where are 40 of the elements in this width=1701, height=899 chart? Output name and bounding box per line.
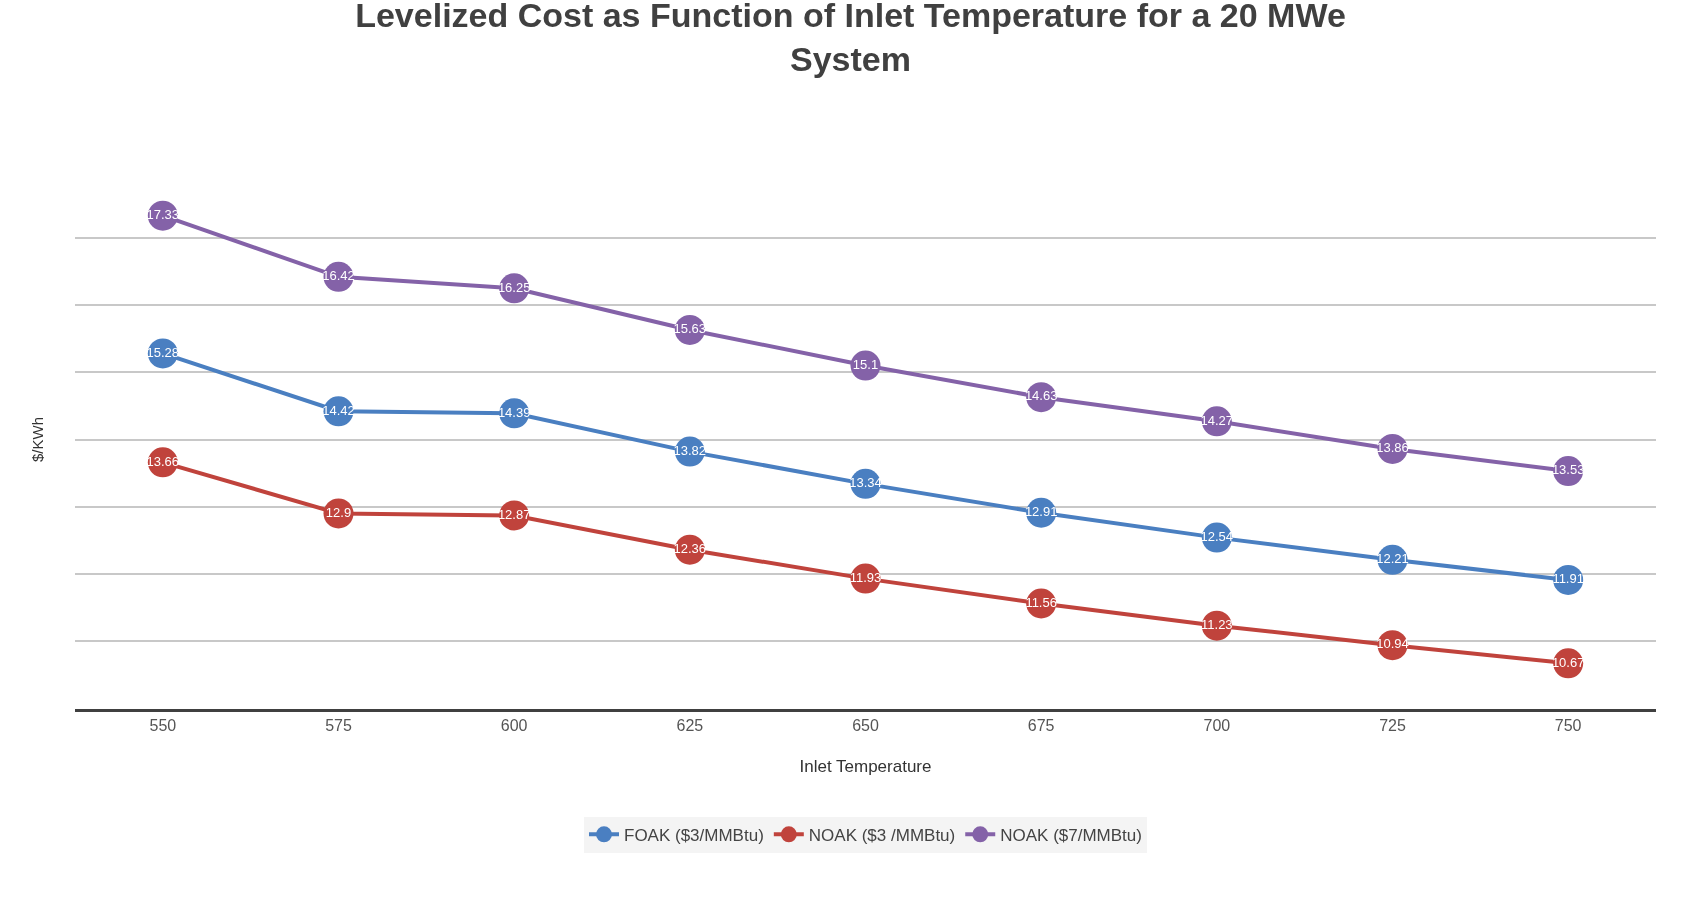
data-label: 12.21 (1376, 551, 1409, 567)
data-label: 12.54 (1200, 528, 1234, 544)
data-label: 16.25 (497, 279, 531, 295)
data-label: 12.36 (673, 540, 707, 556)
x-tick-label: 650 (852, 717, 879, 735)
x-tick-label: 625 (676, 717, 704, 735)
legend-label: FOAK ($3/MMBtu) (624, 825, 764, 845)
data-label: 15.63 (673, 321, 707, 337)
data-label: 10.67 (1551, 654, 1585, 670)
data-label: 13.86 (1376, 440, 1409, 456)
data-label: 12.91 (1024, 504, 1058, 520)
x-tick-label: 550 (149, 717, 177, 735)
x-tick-label: 600 (500, 717, 528, 735)
data-label: 10.94 (1376, 636, 1409, 652)
x-tick-label: 575 (325, 717, 352, 735)
legend-label: NOAK ($7/MMBtu) (1000, 825, 1142, 845)
data-label: 16.42 (322, 268, 355, 284)
y-axis-title: $/KWh (28, 416, 46, 463)
data-label: 11.23 (1201, 616, 1233, 632)
x-tick-label: 725 (1379, 717, 1406, 735)
data-label: 17.33 (146, 206, 180, 222)
x-tick-label: 700 (1203, 717, 1231, 735)
legend-label: NOAK ($3 /MMBtu) (808, 825, 956, 845)
x-tick-label: 750 (1554, 717, 1582, 735)
data-label: 13.82 (673, 442, 707, 458)
data-label: 14.27 (1200, 412, 1234, 428)
data-label: 14.42 (322, 402, 355, 418)
x-tick-label: 675 (1027, 717, 1055, 735)
data-label: 12.9 (325, 504, 352, 520)
data-label: 11.56 (1025, 594, 1057, 610)
data-label: 14.39 (497, 404, 531, 420)
data-label: 11.91 (1552, 571, 1584, 587)
data-label: 11.93 (849, 569, 882, 585)
data-label: 15.28 (146, 344, 180, 360)
chart-title: Levelized Cost as Function of Inlet Temperature for a 20 MWe System (355, 0, 1346, 79)
data-label: 12.87 (497, 506, 531, 522)
data-label: 14.63 (1024, 388, 1058, 404)
x-axis-title: Inlet Temperature (799, 757, 932, 776)
data-label: 13.66 (146, 453, 180, 469)
data-label: 15.1 (852, 356, 879, 372)
